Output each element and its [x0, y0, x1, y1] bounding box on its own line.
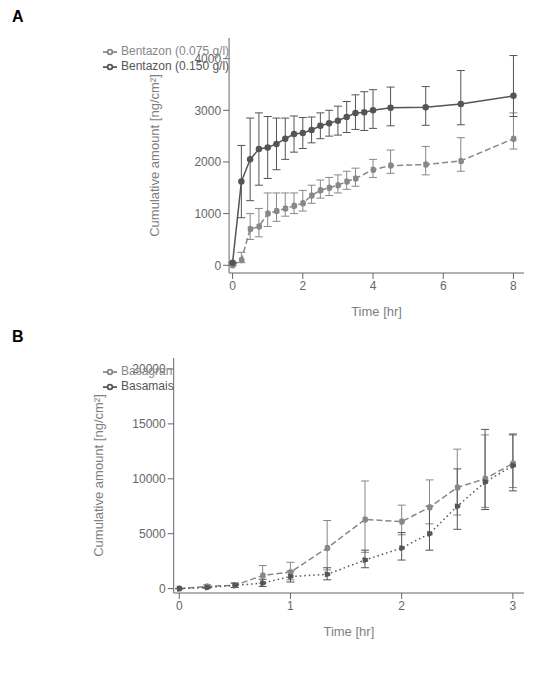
svg-text:20000: 20000: [132, 362, 166, 376]
svg-text:2: 2: [299, 279, 306, 293]
svg-text:4000: 4000: [194, 52, 221, 66]
svg-text:0: 0: [229, 279, 236, 293]
svg-text:1000: 1000: [194, 207, 221, 221]
svg-text:6: 6: [440, 279, 447, 293]
svg-text:Time [hr]: Time [hr]: [351, 304, 402, 319]
svg-text:3: 3: [510, 599, 517, 613]
svg-text:3000: 3000: [194, 104, 221, 118]
svg-text:Time [hr]: Time [hr]: [323, 624, 374, 639]
svg-text:8: 8: [510, 279, 517, 293]
svg-text:0: 0: [176, 599, 183, 613]
svg-text:2: 2: [398, 599, 405, 613]
svg-text:5000: 5000: [139, 527, 166, 541]
svg-text:Cumulative amount [ng/cm²]: Cumulative amount [ng/cm²]: [91, 394, 106, 557]
svg-text:4: 4: [370, 279, 377, 293]
svg-text:0: 0: [159, 582, 166, 596]
svg-text:Cumulative amount [ng/cm²]: Cumulative amount [ng/cm²]: [147, 74, 162, 237]
svg-text:1: 1: [287, 599, 294, 613]
svg-text:10000: 10000: [132, 472, 166, 486]
svg-text:2000: 2000: [194, 155, 221, 169]
svg-text:0: 0: [214, 259, 221, 273]
svg-text:15000: 15000: [132, 417, 166, 431]
